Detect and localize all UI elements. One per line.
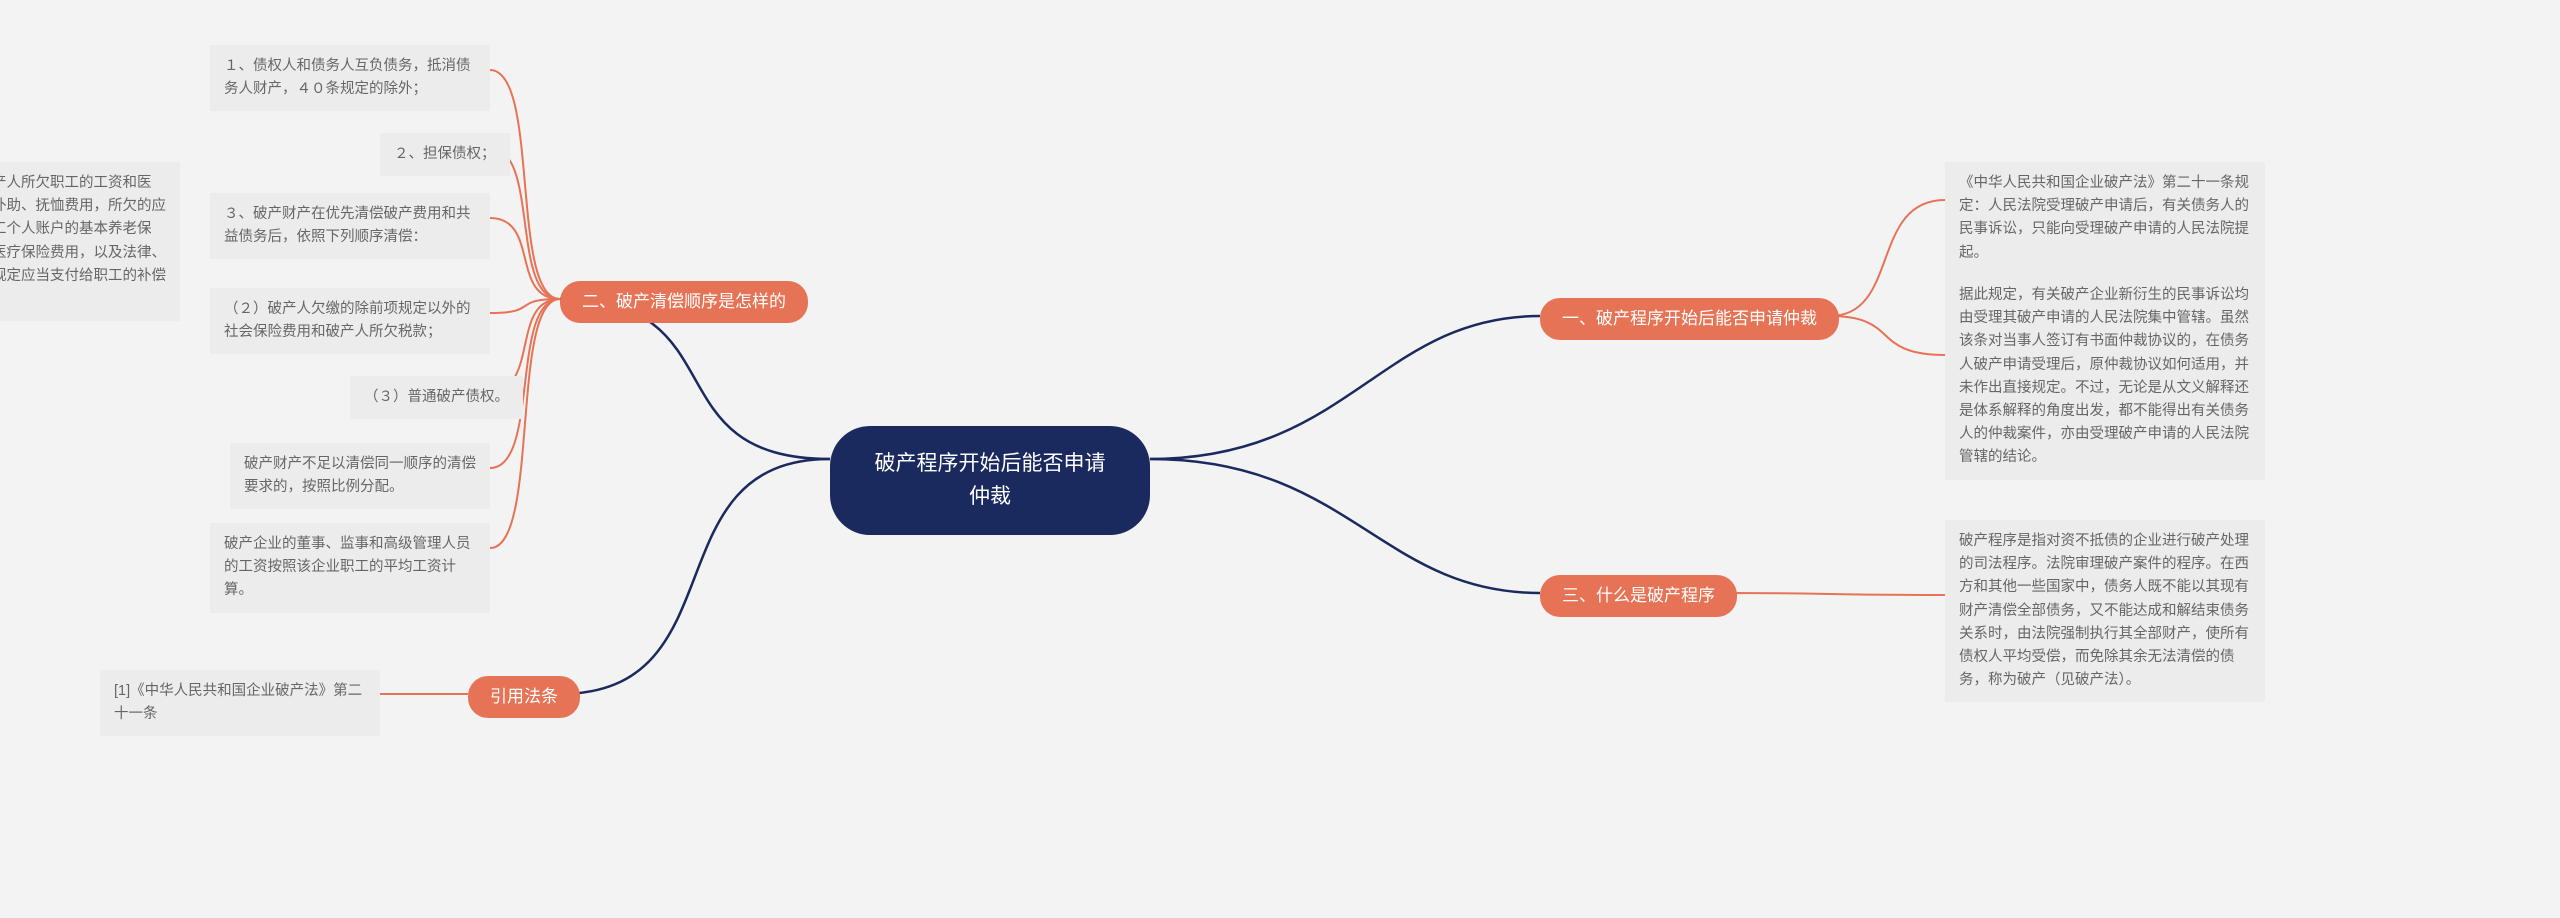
- leaf-2-4-text: 破产财产不足以清偿同一顺序的清偿要求的，按照比例分配。: [244, 456, 476, 495]
- leaf-3-1[interactable]: 破产程序是指对资不抵债的企业进行破产处理的司法程序。法院审理破产案件的程序。在西…: [1945, 520, 2265, 702]
- main-node-1[interactable]: 一、破产程序开始后能否申请仲裁: [1540, 298, 1839, 340]
- leaf-2-4[interactable]: 破产财产不足以清偿同一顺序的清偿要求的，按照比例分配。: [230, 443, 490, 509]
- leaf-2-1-text: １、债权人和债务人互负债务，抵消债务人财产，４０条规定的除外；: [224, 58, 471, 97]
- leaf-4-1[interactable]: [1]《中华人民共和国企业破产法》第二十一条: [100, 670, 380, 736]
- leaf-2-1[interactable]: １、债权人和债务人互负债务，抵消债务人财产，４０条规定的除外；: [210, 45, 490, 111]
- main-node-3[interactable]: 三、什么是破产程序: [1540, 575, 1737, 617]
- main-1-label: 一、破产程序开始后能否申请仲裁: [1562, 309, 1817, 328]
- leaf-1-1-text: 《中华人民共和国企业破产法》第二十一条规定：人民法院受理破产申请后，有关债务人的…: [1959, 175, 2249, 261]
- leaf-3-1-text: 破产程序是指对资不抵债的企业进行破产处理的司法程序。法院审理破产案件的程序。在西…: [1959, 533, 2249, 688]
- leaf-4-1-text: [1]《中华人民共和国企业破产法》第二十一条: [114, 683, 362, 722]
- leaf-2-5-text: 破产企业的董事、监事和高级管理人员的工资按照该企业职工的平均工资计算。: [224, 536, 471, 598]
- leaf-1-2-text: 据此规定，有关破产企业新衍生的民事诉讼均由受理其破产申请的人民法院集中管辖。虽然…: [1959, 287, 2249, 465]
- main-3-label: 三、什么是破产程序: [1562, 586, 1715, 605]
- root-title: 破产程序开始后能否申请仲裁: [875, 452, 1106, 508]
- root-node[interactable]: 破产程序开始后能否申请仲裁: [830, 426, 1150, 535]
- leaf-1-2[interactable]: 据此规定，有关破产企业新衍生的民事诉讼均由受理其破产申请的人民法院集中管辖。虽然…: [1945, 274, 2265, 480]
- main-node-2[interactable]: 二、破产清偿顺序是怎样的: [560, 281, 808, 323]
- leaf-2-3-text: ３、破产财产在优先清偿破产费用和共益债务后，依照下列顺序清偿：: [224, 206, 471, 245]
- leaf-2-3-2-text: （２）破产人欠缴的除前项规定以外的社会保险费用和破产人所欠税款；: [224, 301, 471, 340]
- leaf-2-3[interactable]: ３、破产财产在优先清偿破产费用和共益债务后，依照下列顺序清偿：: [210, 193, 490, 259]
- leaf-2-2-text: ２、担保债权；: [394, 146, 496, 162]
- main-node-4[interactable]: 引用法条: [468, 676, 580, 718]
- main-4-label: 引用法条: [490, 687, 558, 706]
- leaf-2-2[interactable]: ２、担保债权；: [380, 133, 510, 176]
- leaf-2-5[interactable]: 破产企业的董事、监事和高级管理人员的工资按照该企业职工的平均工资计算。: [210, 523, 490, 613]
- leaf-2-3-2[interactable]: （２）破产人欠缴的除前项规定以外的社会保险费用和破产人所欠税款；: [210, 288, 490, 354]
- leaf-1-1[interactable]: 《中华人民共和国企业破产法》第二十一条规定：人民法院受理破产申请后，有关债务人的…: [1945, 162, 2265, 275]
- leaf-2-3-3-text: （３）普通破产债权。: [364, 389, 509, 405]
- leaf-2-3-1[interactable]: （１）破产人所欠职工的工资和医疗、伤残补助、抚恤费用，所欠的应当划入职工个人账户…: [0, 162, 180, 321]
- leaf-2-3-1-text: （１）破产人所欠职工的工资和医疗、伤残补助、抚恤费用，所欠的应当划入职工个人账户…: [0, 175, 166, 307]
- main-2-label: 二、破产清偿顺序是怎样的: [582, 292, 786, 311]
- leaf-2-3-3[interactable]: （３）普通破产债权。: [350, 376, 523, 419]
